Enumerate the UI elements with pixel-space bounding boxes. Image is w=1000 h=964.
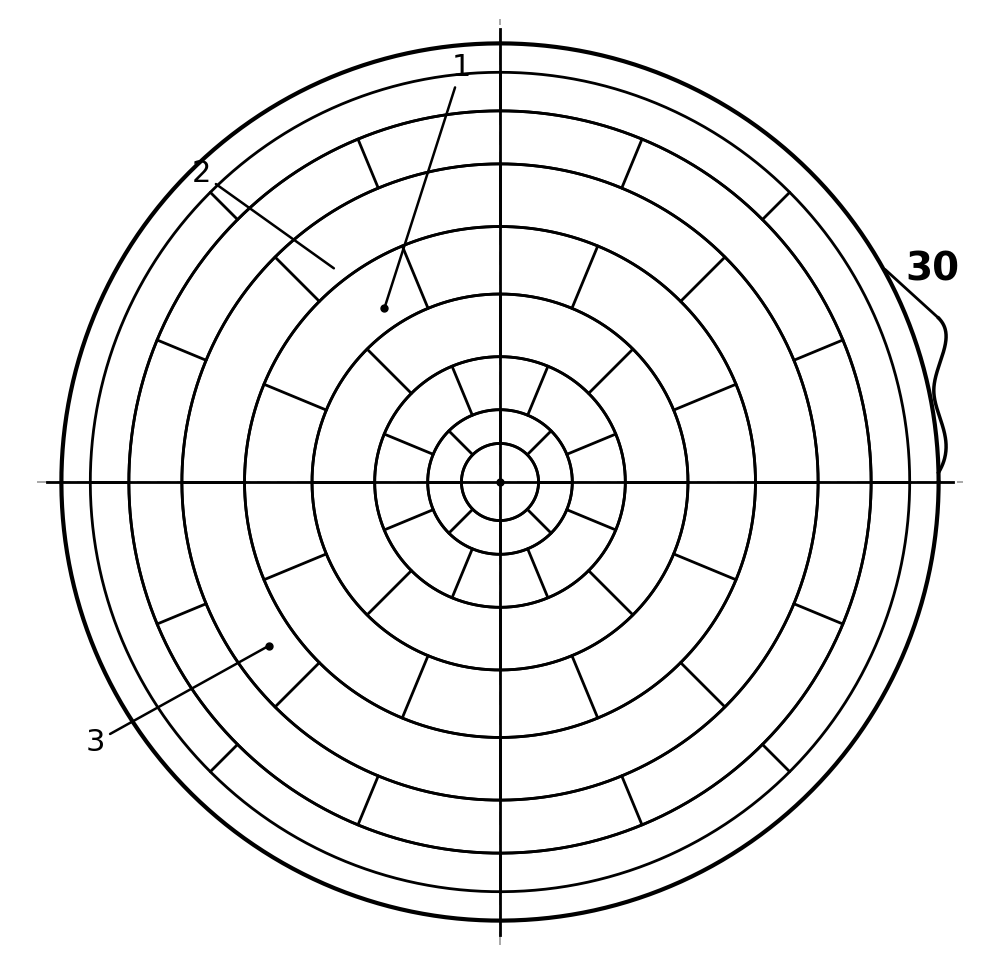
Text: 3: 3: [85, 647, 266, 757]
Text: 2: 2: [191, 159, 334, 268]
Text: 30: 30: [905, 251, 959, 289]
Text: 1: 1: [385, 53, 471, 306]
